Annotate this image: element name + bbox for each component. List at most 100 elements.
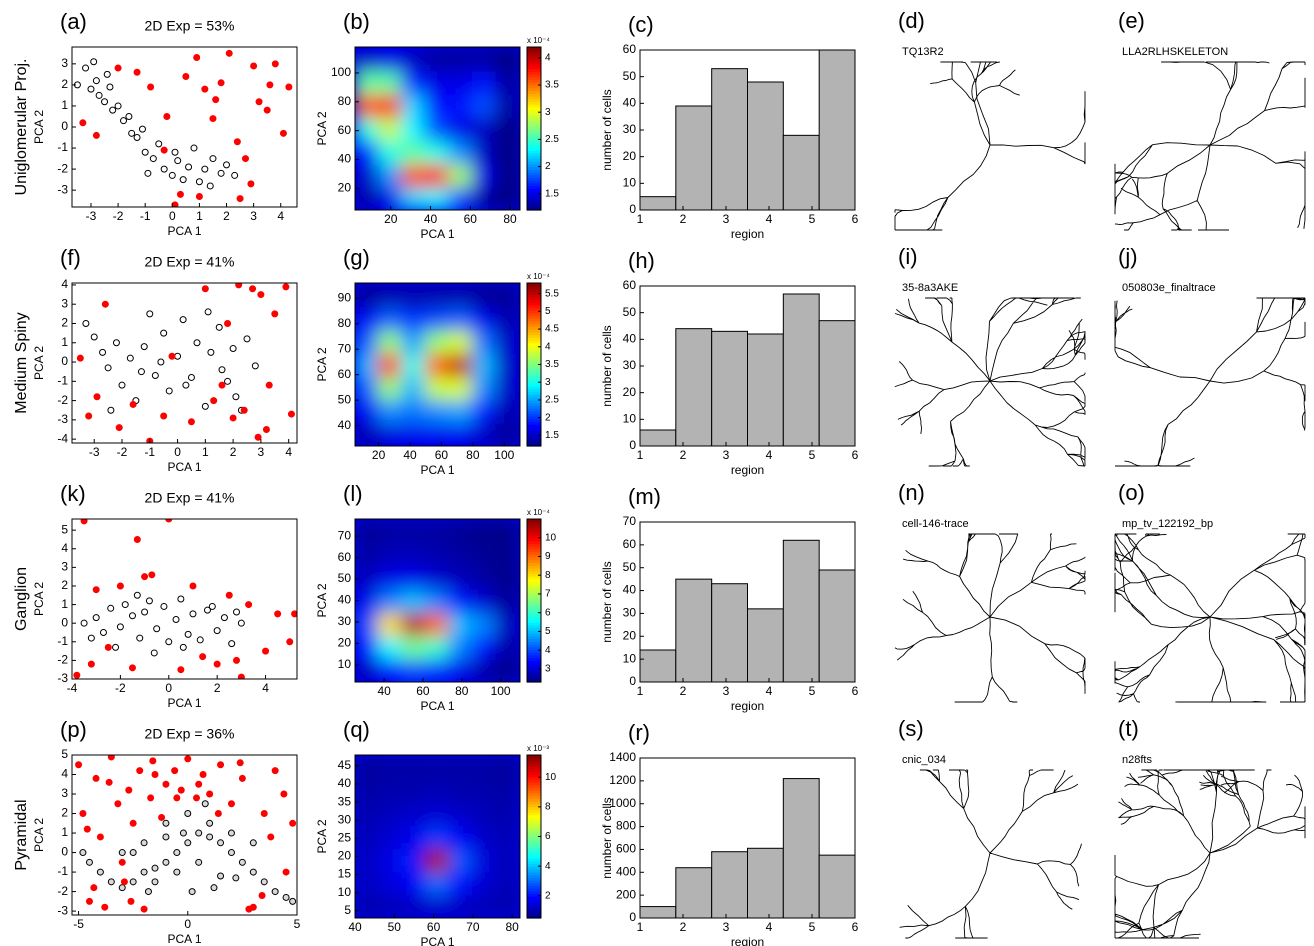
point (97, 834, 103, 840)
x-tick-label: 60 (427, 920, 441, 934)
point (218, 762, 224, 768)
x-tick-label: 2 (680, 920, 687, 934)
panel-letter: (f) (60, 245, 81, 270)
heatmap (354, 46, 521, 211)
point (174, 869, 180, 875)
point (161, 603, 167, 609)
y-tick-label: 40 (623, 332, 637, 346)
heatmap-cell (495, 588, 521, 613)
y-tick-label: 30 (338, 812, 352, 826)
point (166, 388, 172, 394)
x-tick-label: 2 (680, 684, 687, 698)
point (218, 80, 224, 86)
point (119, 382, 125, 388)
point (126, 787, 132, 793)
point (185, 840, 191, 846)
point (161, 330, 167, 336)
point (91, 59, 97, 65)
point (261, 811, 267, 817)
heatmap-cell (401, 588, 427, 613)
point (161, 147, 167, 153)
panel-letter: (l) (343, 481, 363, 506)
heatmap-cell (354, 186, 380, 211)
heatmap-cell (425, 352, 451, 377)
colorbar-tick-label: 4 (545, 645, 551, 656)
point (121, 118, 127, 124)
heatmap-cell (472, 658, 498, 683)
point (196, 179, 202, 185)
panel-letter: (i) (898, 244, 918, 269)
point (139, 126, 145, 132)
point (272, 61, 278, 67)
x-tick-label: 4 (766, 448, 773, 462)
y-tick-label: 50 (623, 560, 637, 574)
heatmap-cell (495, 565, 521, 590)
point (163, 781, 169, 787)
x-tick-label: 3 (723, 448, 730, 462)
point (107, 84, 113, 90)
heatmap-cell (472, 375, 498, 400)
point (119, 859, 125, 865)
heatmap-cell (401, 634, 427, 659)
heatmap-cell (495, 777, 521, 802)
heatmap-cell (425, 329, 451, 354)
heatmap-cell (378, 824, 404, 849)
point (100, 629, 106, 635)
heatmap-cell (378, 93, 404, 118)
point (88, 86, 94, 92)
x-tick-label: 4 (277, 209, 284, 223)
points (77, 282, 294, 444)
point (268, 834, 274, 840)
heatmap-cell (495, 422, 521, 447)
point (228, 830, 234, 836)
point (134, 69, 140, 75)
chart-title: 2D Exp = 36% (145, 726, 235, 742)
heatmap-cell (425, 611, 451, 636)
x-tick-label: 1 (202, 445, 209, 459)
point (250, 286, 256, 292)
heatmap-cell (448, 375, 474, 400)
x-tick-label: 2 (214, 681, 221, 695)
heatmap-cells (354, 754, 521, 919)
point (246, 906, 252, 912)
point (202, 286, 208, 292)
neuron-trace (1115, 298, 1305, 466)
heatmap-cell (401, 754, 427, 779)
point (130, 820, 136, 826)
x-tick-label: 1 (637, 684, 644, 698)
heatmap-cell (425, 824, 451, 849)
y-tick-label: 2 (61, 77, 68, 91)
x-tick-label: 70 (466, 920, 480, 934)
point (163, 820, 169, 826)
neuron-trace (895, 534, 1085, 702)
point (228, 801, 234, 807)
heatmap-cell (378, 894, 404, 919)
panel-letter: (k) (60, 481, 86, 506)
heatmap-cell (378, 777, 404, 802)
point (183, 73, 189, 79)
point (83, 65, 89, 71)
heatmap-cell (448, 658, 474, 683)
colorbar-tick-label: 9 (545, 551, 551, 562)
x-tick-label: 4 (285, 445, 292, 459)
y-tick-label: 1200 (609, 773, 636, 787)
point (93, 132, 99, 138)
point (137, 768, 143, 774)
y-axis-label: PCA 2 (315, 819, 329, 853)
bar (640, 197, 676, 210)
heatmap-cell (448, 777, 474, 802)
x-tick-label: 5 (809, 684, 816, 698)
bar (676, 868, 712, 918)
heatmap-cell (448, 824, 474, 849)
point (102, 301, 108, 307)
point (200, 654, 206, 660)
y-tick-label: 40 (338, 152, 352, 166)
point (288, 411, 294, 417)
heatmap-cell (472, 139, 498, 164)
y-tick-label: 5 (61, 747, 68, 761)
point (86, 413, 92, 419)
colorbar-tick-label: 2.5 (545, 395, 559, 406)
point (248, 181, 254, 187)
heatmap-cell (401, 282, 427, 307)
point (266, 382, 272, 388)
